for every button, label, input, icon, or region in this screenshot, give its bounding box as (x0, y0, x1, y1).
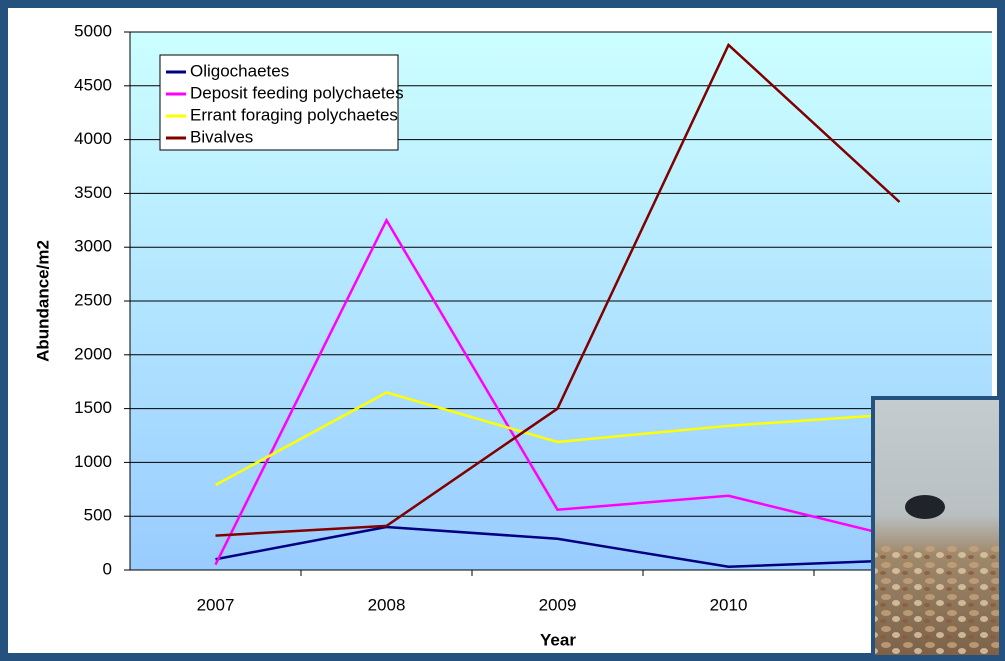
plot (124, 31, 992, 576)
x-tick-label: 2010 (710, 595, 748, 614)
y-tick-label: 1500 (74, 398, 112, 417)
y-tick-label: 2500 (74, 290, 112, 309)
x-tick-label: 2009 (539, 595, 577, 614)
photo-inset (871, 396, 1003, 659)
y-tick-label: 4000 (74, 129, 112, 148)
legend-label: Errant foraging polychaetes (190, 105, 398, 124)
x-axis-title: Year (540, 630, 576, 649)
y-tick-label: 3000 (74, 237, 112, 256)
legend-label: Oligochaetes (190, 61, 289, 80)
y-tick-label: 500 (84, 506, 112, 525)
photo-stone (905, 495, 945, 519)
series-line (215, 525, 900, 569)
y-tick-label: 2000 (74, 344, 112, 363)
legend-box (159, 54, 399, 151)
y-tick-label: 5000 (74, 21, 112, 40)
series-line (215, 42, 901, 537)
x-tick-label: 2008 (368, 595, 406, 614)
legend: Oligochaetes Deposit feeding polychaetes E… (159, 54, 404, 151)
y-tick-label: 4500 (74, 75, 112, 94)
legend-label: Deposit feeding polychaetes (190, 83, 404, 102)
y-tick-label: 0 (103, 559, 112, 578)
y-axis-title: Abundance/m2 (33, 240, 52, 362)
y-tick-label: 3500 (74, 183, 112, 202)
y-tick-label: 1000 (74, 452, 112, 471)
x-tick-label: 2007 (197, 595, 235, 614)
series-line (214, 217, 900, 566)
photo-pebbles (875, 545, 999, 655)
legend-label: Bivalves (190, 127, 253, 146)
series-line (214, 391, 900, 487)
